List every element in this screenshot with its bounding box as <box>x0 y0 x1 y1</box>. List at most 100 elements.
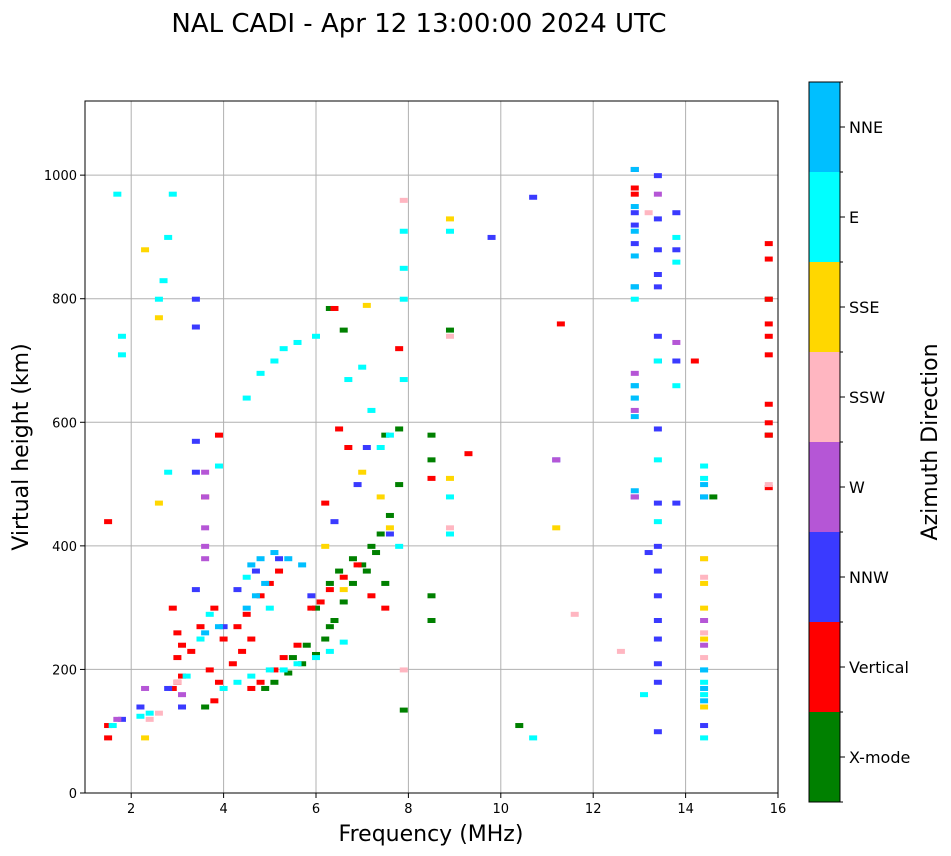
x-tick-label: 2 <box>127 802 135 817</box>
data-point <box>552 525 561 531</box>
data-point <box>201 543 210 549</box>
data-point <box>653 426 662 432</box>
data-point <box>335 568 344 574</box>
data-point <box>173 630 182 636</box>
data-point <box>445 333 454 339</box>
series-nne <box>201 166 709 704</box>
data-point <box>399 197 408 203</box>
data-point <box>178 692 187 698</box>
data-point <box>145 716 154 722</box>
data-point <box>653 618 662 623</box>
data-point <box>104 519 113 525</box>
data-point <box>445 531 454 537</box>
data-point <box>653 457 662 463</box>
data-point <box>353 562 362 568</box>
data-point <box>312 651 320 657</box>
data-point <box>764 432 773 438</box>
data-point <box>672 500 681 506</box>
data-point <box>630 185 639 191</box>
data-point <box>173 679 182 685</box>
data-point <box>672 210 681 216</box>
data-point <box>630 210 639 216</box>
data-point <box>191 438 200 444</box>
data-point <box>700 704 709 710</box>
data-point <box>279 667 288 673</box>
colorbar-swatch-ssw <box>809 352 840 442</box>
data-point <box>270 679 279 685</box>
data-point <box>630 228 639 234</box>
data-point <box>395 346 404 352</box>
data-point <box>325 648 334 654</box>
data-point <box>178 673 187 679</box>
data-point <box>307 593 316 599</box>
data-point <box>700 679 709 685</box>
data-point <box>385 531 394 537</box>
x-tick-label: 12 <box>585 802 602 817</box>
data-point <box>325 305 334 311</box>
colorbar-swatch-nne <box>809 82 840 172</box>
data-point <box>201 556 210 562</box>
data-point <box>164 234 173 240</box>
data-point <box>256 679 265 685</box>
data-point <box>644 550 653 556</box>
data-point <box>653 272 662 277</box>
series-vertical <box>104 185 773 741</box>
data-point <box>427 618 436 623</box>
data-point <box>399 228 408 234</box>
data-point <box>672 234 681 240</box>
data-point <box>210 698 219 704</box>
data-point <box>672 259 681 265</box>
data-point <box>191 296 200 302</box>
data-point <box>191 469 200 475</box>
data-point <box>196 636 205 642</box>
data-point <box>321 500 330 506</box>
data-point <box>154 500 163 506</box>
data-point <box>214 432 223 438</box>
colorbar-frame <box>808 81 841 803</box>
data-point <box>630 191 639 197</box>
colorbar-swatch-vertical <box>809 622 840 712</box>
data-point <box>644 210 653 216</box>
data-point <box>630 414 639 420</box>
data-point <box>395 426 404 432</box>
data-point <box>445 228 454 234</box>
data-point <box>764 482 773 488</box>
data-point <box>672 383 681 389</box>
data-point <box>764 256 773 262</box>
data-point <box>529 735 538 741</box>
data-point <box>325 624 334 630</box>
data-point <box>284 556 293 562</box>
data-point <box>653 173 662 179</box>
data-point <box>700 642 709 648</box>
data-point <box>247 562 256 568</box>
data-point <box>330 618 339 623</box>
data-point <box>247 685 256 691</box>
data-point <box>653 568 662 574</box>
data-point <box>145 710 154 716</box>
series-x-mode <box>201 296 773 729</box>
data-point <box>653 593 662 599</box>
data-point <box>556 321 565 327</box>
data-point <box>256 593 265 599</box>
data-point <box>372 550 381 556</box>
data-point <box>630 296 639 302</box>
data-point <box>108 723 117 729</box>
data-point <box>653 519 662 525</box>
data-point <box>399 265 408 271</box>
data-point <box>113 716 122 722</box>
data-point <box>616 648 625 654</box>
data-point <box>367 407 376 413</box>
data-point <box>168 685 177 691</box>
data-point <box>764 333 773 339</box>
data-point <box>764 401 773 407</box>
data-point <box>270 550 279 556</box>
data-point <box>709 494 718 500</box>
data-point <box>201 630 210 636</box>
data-point <box>653 358 662 364</box>
data-point <box>164 685 173 691</box>
data-point <box>700 698 709 704</box>
data-point <box>630 253 639 259</box>
data-point <box>339 327 348 333</box>
data-point <box>630 284 639 290</box>
data-point <box>141 247 150 253</box>
